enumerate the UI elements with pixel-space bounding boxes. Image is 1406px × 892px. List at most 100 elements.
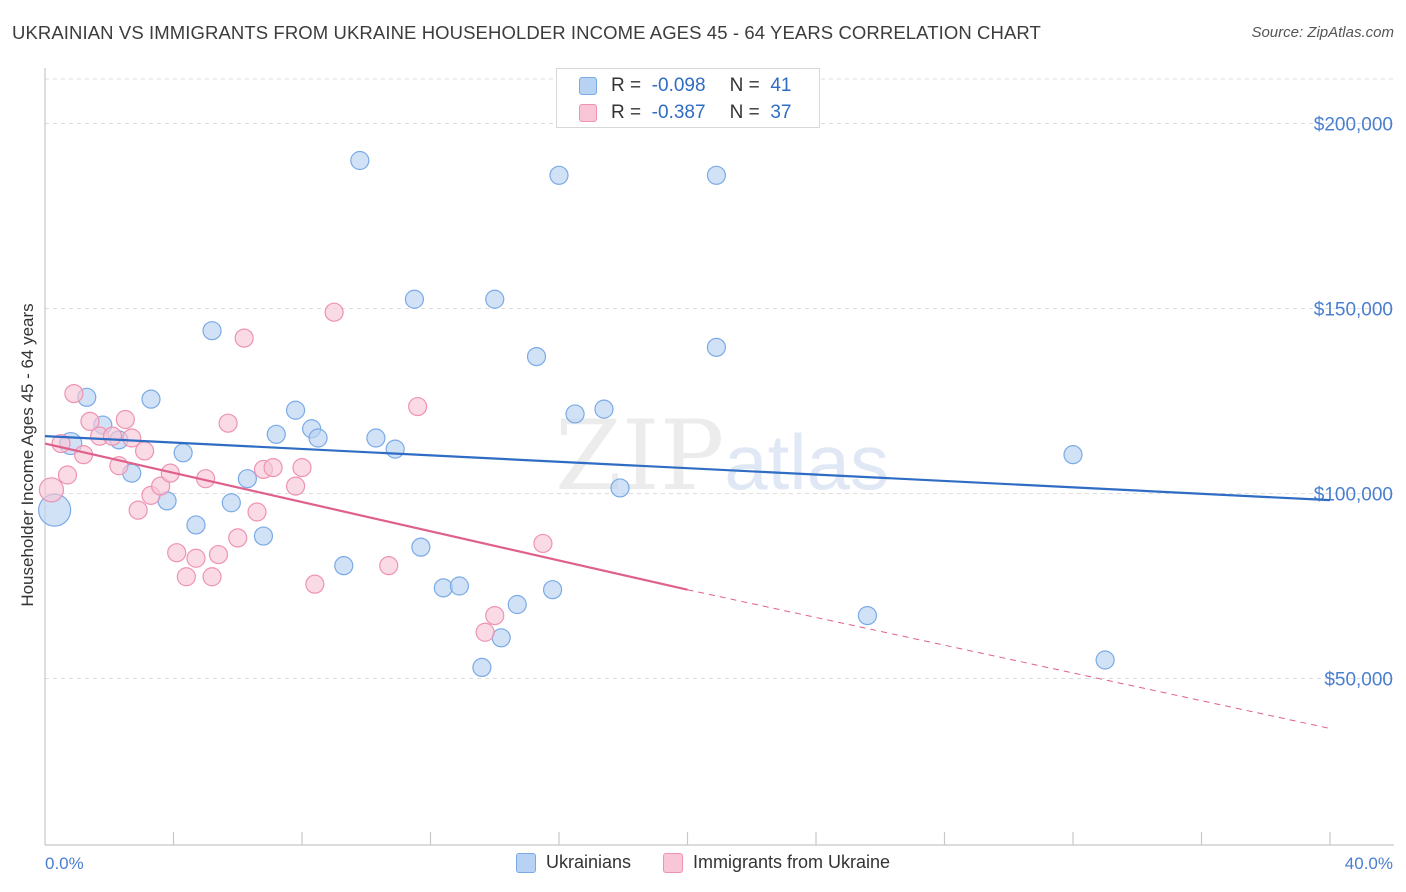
ukrainians-point[interactable] bbox=[706, 165, 727, 185]
ukrainians-point[interactable] bbox=[485, 289, 505, 309]
legend-item-ukrainians[interactable]: Ukrainians bbox=[515, 852, 631, 873]
ukrainians-point[interactable] bbox=[526, 347, 547, 367]
legend-row-ukrainians: R = -0.098 N = 41 bbox=[579, 74, 791, 98]
y-tick-label: $50,000 bbox=[1324, 670, 1393, 691]
ukrainians-point[interactable] bbox=[1095, 650, 1115, 670]
ukrainians-point[interactable] bbox=[507, 594, 527, 615]
legend-swatch-blue bbox=[515, 852, 536, 873]
ukrainians-point[interactable] bbox=[186, 515, 206, 535]
ukrainians-point[interactable] bbox=[285, 400, 306, 420]
ukrainians-point[interactable] bbox=[433, 578, 453, 598]
ukrainians-point[interactable] bbox=[411, 537, 431, 557]
ukrainians-point[interactable] bbox=[266, 424, 286, 444]
legend-r-value: -0.387 bbox=[651, 102, 706, 123]
legend-n-value: 37 bbox=[770, 102, 792, 123]
legend-r-label: R = bbox=[611, 102, 642, 123]
source-label: Source: ZipAtlas.com bbox=[1251, 24, 1394, 41]
legend-r-label: R = bbox=[611, 75, 642, 96]
immigrants-point[interactable] bbox=[134, 441, 155, 461]
immigrants-point[interactable] bbox=[208, 544, 229, 565]
ukrainians-point[interactable] bbox=[449, 576, 470, 596]
immigrants-point[interactable] bbox=[292, 458, 312, 478]
legend-row-immigrants: R = -0.387 N = 37 bbox=[579, 101, 791, 125]
immigrants-point[interactable] bbox=[379, 556, 399, 576]
ukrainians-point[interactable] bbox=[334, 556, 354, 576]
immigrants-point[interactable] bbox=[186, 548, 206, 568]
immigrants-point[interactable] bbox=[122, 428, 142, 448]
ukrainians-point[interactable] bbox=[610, 478, 630, 498]
ukrainians-point[interactable] bbox=[350, 150, 370, 171]
ukrainians-point[interactable] bbox=[385, 439, 405, 459]
immigrants-point[interactable] bbox=[176, 567, 196, 587]
ukrainians-point[interactable] bbox=[308, 428, 328, 448]
series-legend: Ukrainians Immigrants from Ukraine bbox=[0, 852, 1406, 873]
legend-r-value: -0.098 bbox=[651, 75, 706, 96]
immigrants-point[interactable] bbox=[263, 458, 283, 478]
y-tick-label: $200,000 bbox=[1314, 115, 1393, 136]
immigrants-point[interactable] bbox=[247, 502, 267, 522]
legend-n-value: 41 bbox=[770, 75, 792, 96]
ukrainians-point[interactable] bbox=[565, 404, 585, 424]
legend-label: Immigrants from Ukraine bbox=[693, 852, 891, 872]
x-tick-label: 0.0% bbox=[45, 854, 84, 873]
x-tick-labels: 0.0% 40.0% bbox=[45, 854, 1393, 873]
ukrainians-point[interactable] bbox=[549, 165, 569, 185]
immigrants-point[interactable] bbox=[533, 533, 553, 554]
ukrainians-point[interactable] bbox=[237, 469, 257, 489]
ukrainians-point[interactable] bbox=[472, 657, 492, 678]
y-tick-label: $100,000 bbox=[1314, 485, 1393, 506]
legend-swatch-pink bbox=[663, 852, 683, 873]
ukrainians-point[interactable] bbox=[857, 605, 878, 626]
immigrants-point[interactable] bbox=[485, 605, 505, 626]
ukrainians-point[interactable] bbox=[491, 628, 511, 648]
immigrants-point[interactable] bbox=[80, 411, 100, 431]
ukrainians-point[interactable] bbox=[221, 493, 241, 513]
immigrants-point[interactable] bbox=[475, 622, 495, 642]
ukrainians-point[interactable] bbox=[366, 428, 386, 448]
legend-n-label: N = bbox=[729, 102, 760, 123]
x-tick-label: 40.0% bbox=[1345, 854, 1393, 873]
legend-swatch-pink bbox=[579, 104, 597, 122]
immigrants-point[interactable] bbox=[234, 328, 254, 348]
immigrants-point[interactable] bbox=[167, 543, 187, 563]
immigrants-point[interactable] bbox=[38, 477, 65, 503]
ukrainians-trend-line bbox=[44, 435, 1331, 502]
ukrainians-point[interactable] bbox=[404, 289, 425, 309]
immigrants-point[interactable] bbox=[408, 396, 428, 417]
ukrainians-point[interactable] bbox=[1063, 445, 1083, 465]
trend-lines bbox=[44, 435, 1331, 729]
immigrants-point[interactable] bbox=[228, 528, 248, 548]
y-tick-labels: $50,000 $100,000 $150,000 $200,000 bbox=[1314, 115, 1393, 691]
immigrants-point[interactable] bbox=[218, 413, 238, 433]
legend-label: Ukrainians bbox=[545, 852, 631, 872]
ukrainians-point[interactable] bbox=[173, 443, 193, 463]
ukrainians-point[interactable] bbox=[253, 526, 274, 546]
axes bbox=[44, 68, 1394, 846]
immigrants-point[interactable] bbox=[151, 476, 171, 496]
ukrainians-point[interactable] bbox=[542, 580, 563, 600]
immigrants-point[interactable] bbox=[285, 476, 306, 496]
immigrants-point[interactable] bbox=[64, 384, 84, 404]
ukrainians-point[interactable] bbox=[202, 321, 222, 341]
legend-n-label: N = bbox=[729, 75, 760, 96]
immigrants-point[interactable] bbox=[305, 574, 325, 594]
chart-title: UKRAINIAN VS IMMIGRANTS FROM UKRAINE HOU… bbox=[12, 22, 1041, 43]
immigrants-point[interactable] bbox=[102, 426, 123, 446]
immigrants-trend-extension bbox=[687, 589, 1331, 729]
ukrainians-point[interactable] bbox=[141, 389, 161, 409]
immigrants-point[interactable] bbox=[57, 465, 78, 485]
legend-item-immigrants[interactable]: Immigrants from Ukraine bbox=[663, 852, 890, 873]
stats-legend: R = -0.098 N = 41 R = -0.387 N = 37 bbox=[556, 68, 820, 128]
ukrainians-point[interactable] bbox=[706, 337, 727, 357]
y-axis-label: Householder Income Ages 45 - 64 years bbox=[18, 303, 37, 606]
data-points bbox=[38, 150, 1115, 678]
immigrants-point[interactable] bbox=[128, 500, 148, 520]
immigrants-point[interactable] bbox=[202, 567, 222, 587]
ukrainians-point[interactable] bbox=[594, 399, 614, 419]
watermark-atlas: atlas bbox=[724, 418, 889, 506]
immigrants-trend-line bbox=[44, 442, 688, 591]
immigrants-point[interactable] bbox=[115, 409, 135, 430]
legend-swatch-blue bbox=[579, 77, 597, 95]
immigrants-point[interactable] bbox=[324, 302, 344, 322]
